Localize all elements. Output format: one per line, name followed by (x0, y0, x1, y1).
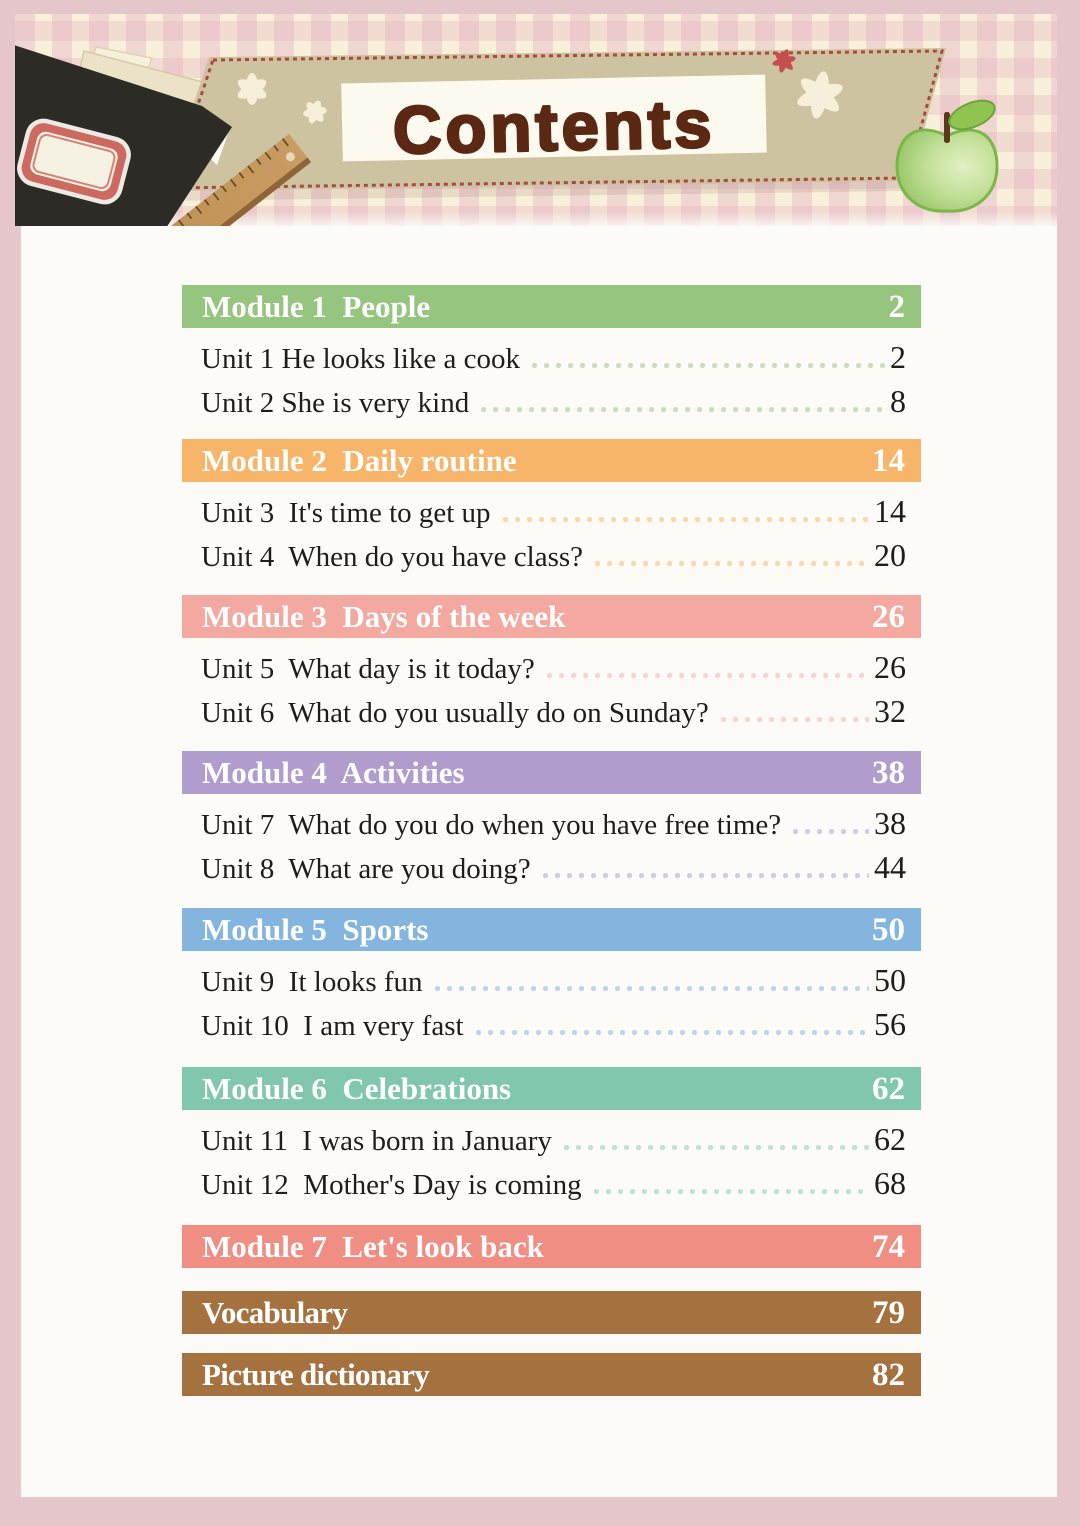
svg-text:Contents: Contents (392, 87, 716, 169)
